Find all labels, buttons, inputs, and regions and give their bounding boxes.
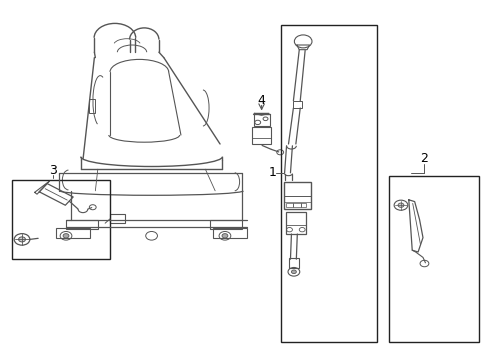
Bar: [285, 212, 305, 234]
Bar: [301, 203, 305, 207]
Bar: [12, 180, 110, 259]
Bar: [212, 228, 246, 238]
Circle shape: [397, 203, 403, 207]
Text: 3: 3: [49, 165, 57, 177]
Circle shape: [222, 234, 227, 238]
Bar: [388, 176, 478, 342]
Bar: [285, 203, 292, 207]
Bar: [251, 127, 271, 144]
Bar: [293, 203, 300, 207]
Circle shape: [63, 234, 69, 238]
Circle shape: [19, 237, 25, 242]
Bar: [89, 99, 95, 113]
Bar: [56, 228, 90, 238]
Bar: [110, 214, 124, 223]
Circle shape: [291, 270, 296, 274]
Bar: [281, 25, 376, 342]
Text: 4: 4: [257, 94, 265, 107]
Bar: [66, 220, 98, 229]
Text: 2: 2: [419, 152, 427, 165]
Bar: [254, 114, 269, 126]
Bar: [292, 101, 301, 108]
Bar: [283, 182, 310, 209]
Bar: [288, 258, 299, 268]
Bar: [210, 220, 242, 229]
Text: 1: 1: [268, 166, 276, 179]
